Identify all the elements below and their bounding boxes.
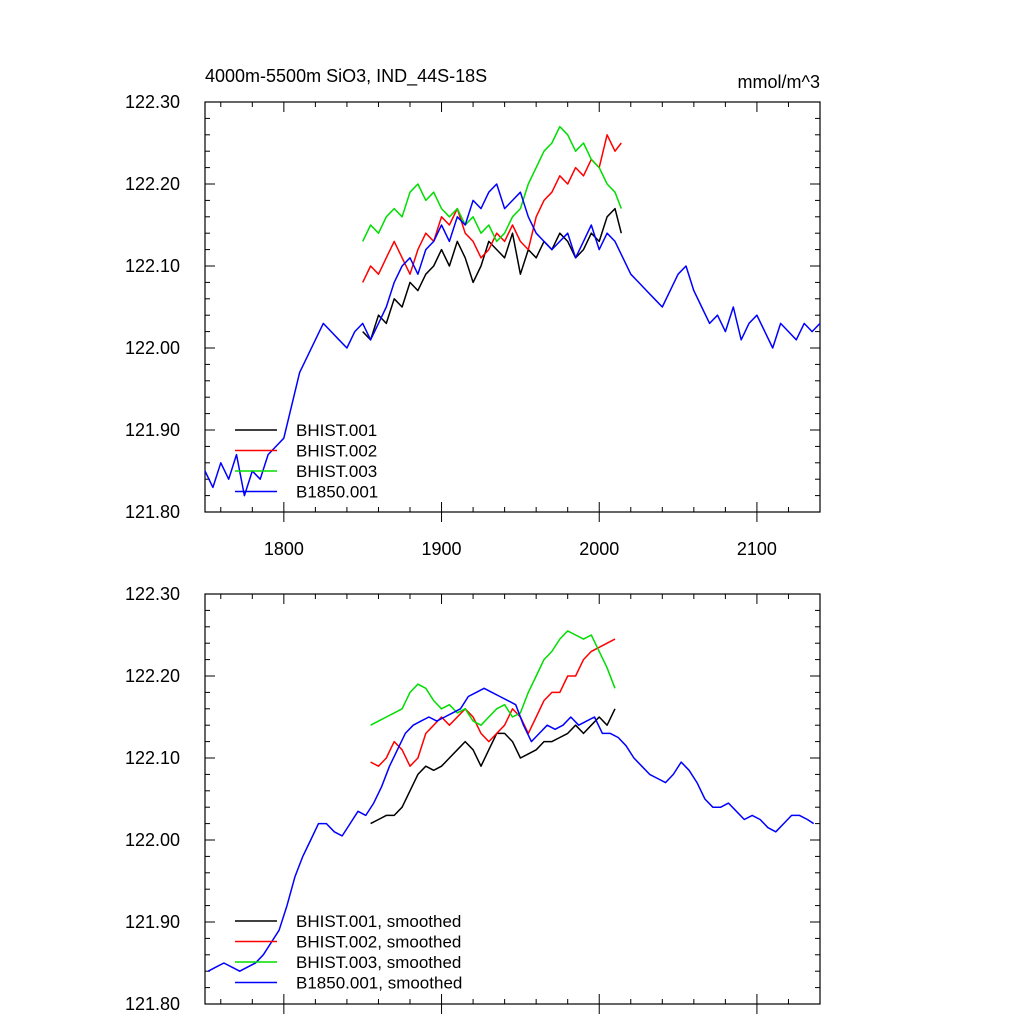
- series-line: [204, 183, 821, 497]
- x-tick-label: 1900: [422, 539, 462, 559]
- legend-label: B1850.001: [296, 483, 378, 502]
- series-line: [207, 687, 815, 972]
- series-line: [370, 638, 616, 767]
- series-line: [370, 708, 616, 825]
- y-tick-label: 121.90: [125, 420, 180, 440]
- x-tick-label: 1800: [264, 539, 304, 559]
- series-line: [362, 207, 623, 341]
- y-tick-label: 122.30: [125, 92, 180, 112]
- bottom-panel: 121.80 121.90 122.00 122.10 122.20 122.30 BHIS…: [125, 584, 821, 1014]
- legend-label: BHIST.002, smoothed: [296, 933, 461, 952]
- legend-label: BHIST.003, smoothed: [296, 953, 461, 972]
- chart-units: mmol/m^3: [738, 72, 820, 92]
- plot-frame: [204, 593, 821, 1005]
- y-tick-label: 122.20: [125, 174, 180, 194]
- x-tick-label: 2100: [737, 539, 777, 559]
- legend-label: BHIST.001: [296, 421, 377, 440]
- plot-frame: [204, 101, 821, 513]
- legend-label: BHIST.002: [296, 442, 377, 461]
- y-tick-label: 121.80: [125, 502, 180, 522]
- y-tick-label: 122.20: [125, 666, 180, 686]
- series-line: [362, 134, 622, 283]
- series-line: [370, 630, 616, 726]
- y-tick-label: 121.80: [125, 994, 180, 1014]
- y-tick-label: 122.30: [125, 584, 180, 604]
- y-tick-label: 122.00: [125, 338, 180, 358]
- legend-label: BHIST.003: [296, 462, 377, 481]
- series-line: [362, 125, 623, 243]
- legend-label: B1850.001, smoothed: [296, 974, 462, 993]
- top-panel: 121.80 121.90 122.00 122.10 122.20 122.30 1800…: [125, 92, 821, 559]
- y-tick-label: 122.10: [125, 256, 180, 276]
- x-tick-label: 2000: [579, 539, 619, 559]
- legend-label: BHIST.001, smoothed: [296, 912, 461, 931]
- y-tick-label: 122.00: [125, 830, 180, 850]
- chart-title: 4000m-5500m SiO3, IND_44S-18S: [205, 66, 487, 87]
- y-tick-label: 121.90: [125, 912, 180, 932]
- y-tick-label: 122.10: [125, 748, 180, 768]
